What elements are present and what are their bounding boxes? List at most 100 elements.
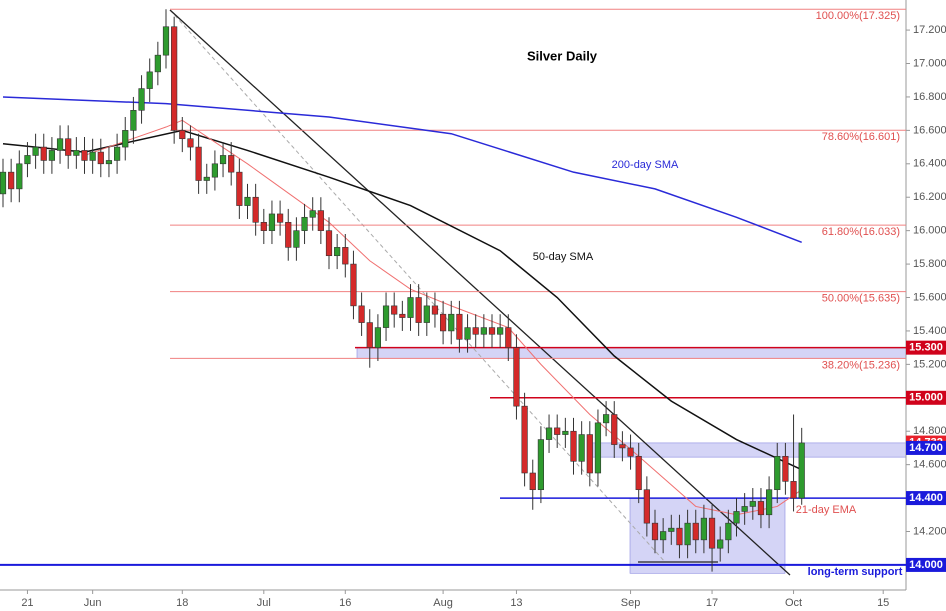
candle-body (154, 54, 161, 73)
candle-body (497, 327, 504, 335)
candle-body (537, 439, 544, 491)
x-tick-label: 18 (176, 597, 188, 609)
candle-body (8, 171, 15, 190)
candle-body (146, 71, 153, 89)
candle-body (692, 522, 699, 541)
candle-body (757, 501, 765, 516)
candle-body (741, 506, 748, 512)
candle-body (619, 444, 626, 449)
candle-body (456, 313, 463, 340)
candle-body (0, 171, 7, 195)
x-tick-label: 17 (706, 597, 718, 609)
x-tick-label: Jul (257, 597, 271, 609)
candle-body (317, 210, 324, 231)
candle-body (228, 155, 235, 173)
overlay-line (2, 129, 803, 471)
candle-body (594, 422, 602, 474)
price-tag-label: 15.300 (909, 342, 943, 354)
candle-body (24, 155, 31, 165)
y-tick-label: 16.000 (913, 225, 946, 237)
candle-body (260, 221, 267, 231)
candle-body (545, 427, 553, 440)
y-tick-label: 16.200 (913, 191, 946, 203)
candle-body (65, 138, 72, 156)
candle-body (40, 146, 47, 161)
y-tick-label: 16.600 (913, 124, 946, 136)
price-tag-label: 15.000 (909, 392, 943, 404)
price-tag-label: 14.400 (909, 492, 943, 504)
candle-body (219, 155, 227, 165)
y-tick-label: 17.000 (913, 57, 946, 69)
fib-label: 61.80%(16.033) (822, 226, 900, 238)
candle-body (187, 138, 194, 148)
candle-body (700, 517, 707, 541)
candle-body (171, 26, 178, 131)
candle-body (570, 430, 577, 462)
candle-body (765, 489, 773, 516)
candle-body (309, 210, 316, 218)
candle-body (179, 130, 186, 140)
candle-body (513, 347, 520, 407)
candle-body (529, 472, 536, 491)
candle-body (105, 160, 113, 165)
candle-body (211, 163, 219, 178)
x-tick-label: Oct (785, 597, 802, 609)
candle-body (268, 213, 276, 231)
candle-body (114, 146, 121, 161)
candle-body (586, 434, 593, 474)
candle-body (439, 313, 447, 332)
candle-body (790, 481, 797, 499)
candle-body (16, 163, 23, 190)
candle-body (48, 150, 55, 161)
candle-body (651, 522, 659, 541)
candle-body (252, 196, 259, 223)
x-tick-label: 16 (339, 597, 351, 609)
candle-body (350, 263, 357, 307)
trendline (169, 9, 791, 576)
fib-label: 78.60%(16.601) (822, 131, 900, 143)
price-tag-label: 14.000 (909, 559, 943, 571)
candle-body (374, 327, 382, 348)
candle-body (89, 151, 96, 161)
y-tick-label: 14.600 (913, 459, 946, 471)
overlay-line (84, 119, 802, 516)
y-tick-label: 17.200 (913, 24, 946, 36)
x-tick-label: Aug (433, 597, 453, 609)
candle-body (782, 455, 789, 482)
overlay-line (2, 96, 802, 244)
candle-body (717, 539, 724, 549)
price-tag-label: 14.700 (909, 442, 943, 454)
y-tick-label: 16.800 (913, 91, 946, 103)
candle-body (521, 405, 528, 474)
candle-body (407, 297, 414, 318)
candle-body (660, 531, 667, 541)
fib-label: 50.00%(15.635) (822, 293, 900, 305)
candle-body (195, 146, 202, 181)
zone (356, 347, 907, 359)
overlay-label: 21-day EMA (796, 504, 857, 516)
candle-body (464, 327, 471, 340)
candle-body (358, 305, 365, 323)
candle-body (162, 26, 170, 56)
candle-body (138, 88, 145, 111)
price-tag (906, 557, 946, 572)
candle-body (676, 527, 683, 546)
candle-body (399, 313, 406, 318)
candle-body (562, 430, 569, 435)
y-tick-label: 15.800 (913, 258, 946, 270)
dashed-trendline (169, 9, 666, 563)
candle-body (423, 305, 430, 323)
annotation: long-term support (808, 566, 903, 578)
candle-body (415, 297, 422, 323)
candle-body (56, 138, 64, 151)
candle-body (97, 151, 104, 165)
candle-body (602, 414, 610, 424)
price-tag (906, 340, 946, 355)
y-tick-label: 16.400 (913, 158, 946, 170)
candle-body (488, 327, 496, 335)
candle-body (73, 150, 80, 156)
candle-body (708, 517, 716, 549)
candle-body (130, 110, 137, 131)
